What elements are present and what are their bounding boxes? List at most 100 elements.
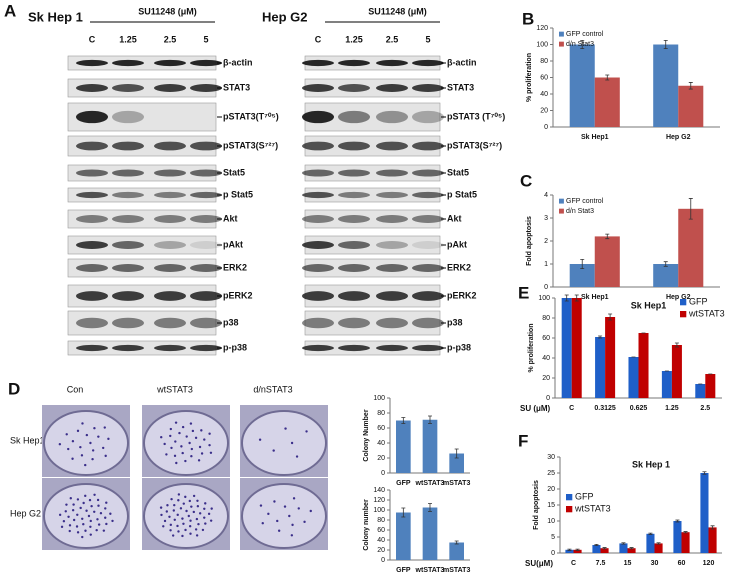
- lane-label: 1.25: [345, 34, 363, 44]
- bar: [628, 357, 639, 398]
- blot-band: [154, 215, 186, 223]
- x-tick-label: mSTAT3: [443, 567, 470, 574]
- colony: [195, 517, 199, 521]
- y-axis-label: Colony number: [363, 499, 370, 551]
- bar: [605, 317, 616, 398]
- colony: [200, 429, 203, 432]
- colony: [181, 451, 184, 455]
- colony: [68, 524, 72, 527]
- y-tick-label: 30: [547, 454, 555, 461]
- bar: [654, 543, 663, 553]
- x-tick-label: C: [569, 405, 574, 412]
- y-tick-label: 20: [540, 107, 548, 114]
- legend-label: GFP control: [566, 31, 604, 38]
- blot-band: [338, 291, 370, 301]
- colony: [185, 435, 188, 438]
- bar: [671, 345, 682, 398]
- lane-label: 1.25: [119, 34, 137, 44]
- panel-label: B: [522, 9, 534, 28]
- colony: [188, 499, 191, 503]
- colony: [273, 500, 276, 503]
- blot-band: [376, 59, 408, 67]
- row-label: Sk Hep1: [10, 435, 45, 445]
- colony: [58, 513, 62, 517]
- error-bar: [428, 503, 432, 512]
- legend-swatch: [566, 494, 573, 501]
- colony: [170, 446, 173, 450]
- colony: [95, 528, 98, 532]
- treatment-label: SU11248 (μM): [368, 6, 427, 16]
- y-axis-label: % proliferation: [528, 323, 535, 372]
- colony: [71, 508, 75, 512]
- colony: [58, 443, 62, 446]
- error-bar: [602, 547, 607, 550]
- colony: [93, 510, 96, 513]
- colony: [171, 534, 175, 537]
- colony: [203, 438, 206, 441]
- colony: [203, 516, 206, 519]
- colony: [209, 451, 213, 454]
- legend-swatch: [680, 299, 687, 306]
- colony: [84, 463, 87, 467]
- blot-band: [412, 317, 444, 329]
- x-axis-label: SU (μM): [520, 404, 551, 413]
- blot-band: [338, 59, 370, 67]
- error-bar: [564, 294, 569, 302]
- bar: [569, 264, 595, 287]
- y-tick-label: 0: [546, 395, 550, 402]
- colony: [72, 503, 75, 506]
- error-bar: [663, 39, 668, 50]
- y-tick-label: 3: [544, 215, 548, 222]
- blot-band: [412, 241, 444, 249]
- blot-band: [338, 191, 370, 199]
- legend-label: GFP: [575, 491, 594, 501]
- colony: [80, 454, 84, 457]
- colony: [177, 499, 180, 502]
- colony: [89, 533, 92, 536]
- y-tick-label: 60: [377, 425, 385, 432]
- blot-band: [338, 169, 370, 177]
- colony: [89, 525, 92, 528]
- colony: [159, 506, 163, 509]
- blot-label: STAT3: [223, 82, 250, 92]
- panel-label: C: [520, 171, 532, 190]
- colony: [75, 525, 79, 528]
- colony: [277, 529, 281, 532]
- blot-band: [338, 110, 370, 124]
- bar: [569, 44, 595, 127]
- colony: [176, 513, 179, 517]
- colony: [105, 522, 108, 526]
- blot-label: p Stat5: [223, 189, 253, 199]
- colony: [81, 422, 84, 425]
- y-tick-label: 80: [377, 517, 385, 524]
- legend-label: GFP: [689, 296, 708, 306]
- colony: [163, 519, 167, 523]
- panel-label: A: [4, 1, 16, 20]
- petri-dish: [143, 483, 229, 549]
- bar: [678, 208, 704, 287]
- bar: [653, 264, 679, 287]
- y-tick-label: 4: [544, 192, 548, 199]
- x-tick-label: GFP: [396, 567, 411, 574]
- x-axis-label: SU(μM): [525, 559, 553, 568]
- colony: [297, 507, 300, 510]
- error-bar: [567, 548, 572, 551]
- blot-band: [302, 110, 334, 124]
- bar: [594, 236, 620, 287]
- y-tick-label: 40: [542, 355, 550, 362]
- colony: [195, 534, 199, 537]
- error-bar: [688, 82, 693, 90]
- bar: [595, 337, 606, 398]
- colony: [210, 507, 213, 510]
- x-tick-label: wtSTAT3: [415, 567, 445, 574]
- petri-dish: [241, 483, 327, 549]
- colony: [97, 523, 101, 526]
- blot-label: pSTAT3(T⁷⁰⁵): [223, 111, 279, 121]
- x-tick-label: C: [571, 560, 576, 567]
- colony: [104, 454, 107, 458]
- colony: [76, 531, 80, 534]
- blot-band: [338, 344, 370, 352]
- y-tick-label: 0: [381, 557, 385, 564]
- y-tick-label: 0: [551, 550, 555, 557]
- error-bar: [605, 74, 610, 81]
